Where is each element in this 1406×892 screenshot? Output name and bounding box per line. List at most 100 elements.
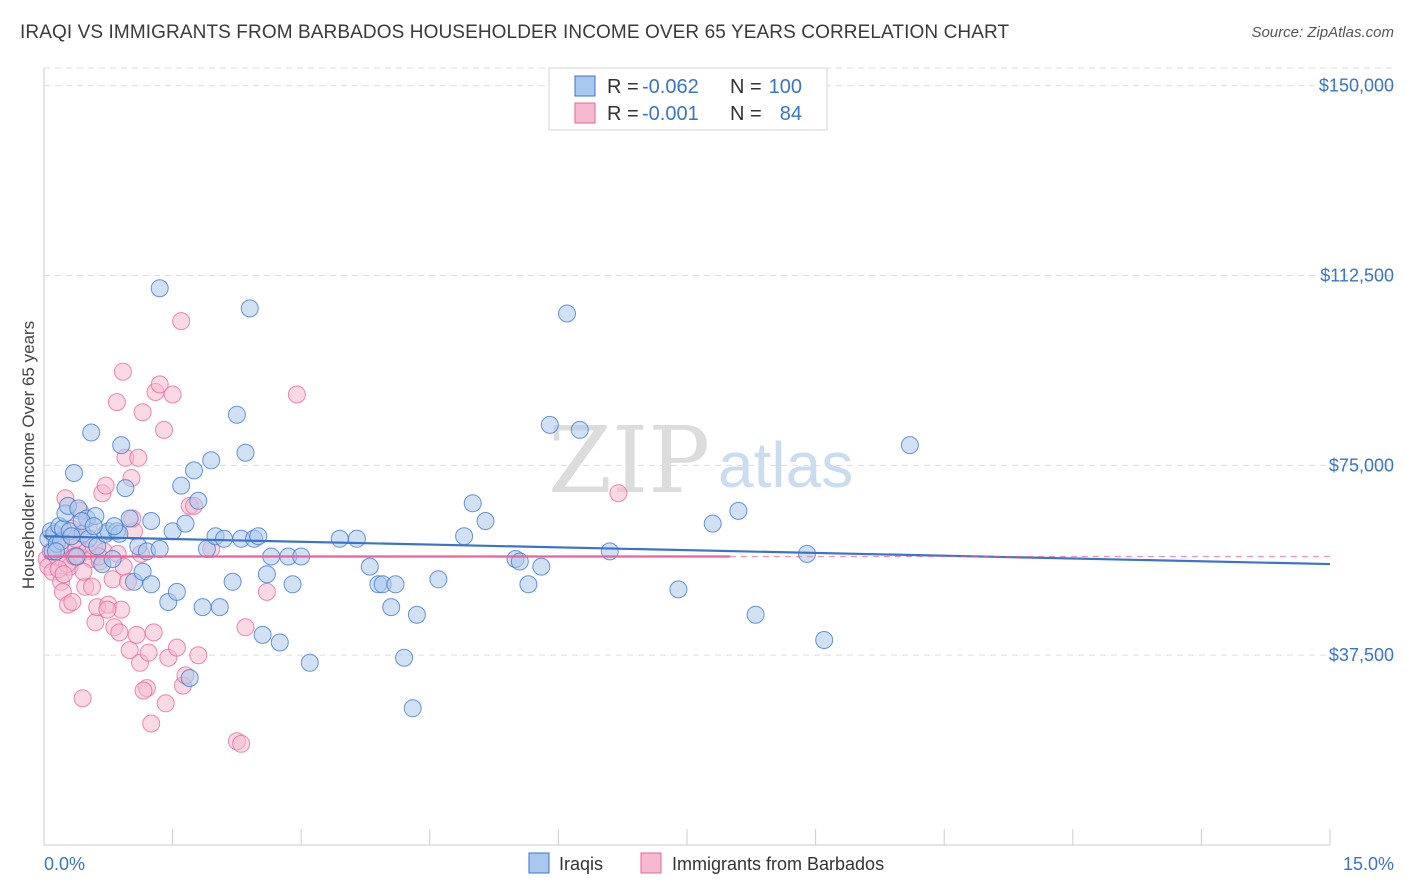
x-tick-label-min: 0.0% bbox=[44, 854, 85, 874]
iraqi-point bbox=[133, 562, 152, 581]
barbados-point bbox=[96, 476, 115, 495]
barbados-point bbox=[86, 613, 105, 632]
y-tick-label: $150,000 bbox=[1319, 76, 1394, 96]
iraqi-point bbox=[463, 494, 482, 513]
iraqi-point bbox=[249, 527, 268, 546]
iraqi-point bbox=[669, 580, 688, 599]
barbados-point bbox=[257, 582, 276, 601]
barbados-point bbox=[144, 623, 163, 642]
iraqi-point bbox=[558, 304, 576, 323]
barbados-point bbox=[142, 714, 161, 733]
y-tick-label: $75,000 bbox=[1329, 455, 1394, 475]
iraqi-point bbox=[142, 575, 161, 594]
trend-lines bbox=[43, 535, 1331, 566]
iraqi-point bbox=[167, 582, 186, 601]
barbados-point bbox=[189, 646, 208, 665]
iraqi-point bbox=[746, 605, 765, 624]
iraqi-point bbox=[403, 699, 422, 718]
barbados-point bbox=[172, 312, 191, 331]
iraqi-point bbox=[180, 669, 199, 687]
barbados-point bbox=[73, 689, 92, 708]
watermark: ZIP atlas bbox=[548, 407, 853, 514]
iraqi-point bbox=[532, 557, 551, 576]
iraqi-point bbox=[407, 605, 426, 624]
iraqi-point bbox=[455, 527, 474, 546]
barbados-point bbox=[236, 618, 255, 637]
barbados-point bbox=[98, 600, 117, 619]
legend-n-value-2: 84 bbox=[780, 103, 802, 125]
barbados-point bbox=[107, 393, 126, 412]
bottom-legend-swatch-barbados bbox=[640, 852, 662, 874]
iraqi-point bbox=[223, 572, 242, 591]
iraqi-point bbox=[703, 514, 722, 533]
iraqi-point bbox=[82, 423, 101, 442]
iraqi-point bbox=[176, 514, 195, 533]
trend-line-iraqis bbox=[43, 535, 1331, 566]
iraqi-point bbox=[729, 501, 748, 520]
iraqi-point bbox=[227, 405, 246, 424]
iraqi-point bbox=[429, 570, 448, 589]
iraqi-point bbox=[142, 512, 161, 530]
y-tick-label: $112,500 bbox=[1320, 266, 1394, 286]
legend-r-label-2: R = bbox=[607, 103, 639, 125]
legend-r-value-2: -0.001 bbox=[642, 103, 699, 125]
iraqi-point bbox=[112, 436, 131, 455]
iraqi-point bbox=[815, 631, 834, 649]
iraqi-point bbox=[900, 436, 919, 455]
iraqi-point bbox=[65, 464, 83, 482]
iraqi-point bbox=[395, 648, 414, 667]
x-axis-ticks bbox=[172, 829, 1331, 845]
barbados-point bbox=[133, 403, 152, 422]
iraqi-point bbox=[103, 550, 122, 568]
iraqi-point bbox=[540, 415, 559, 434]
barbados-point bbox=[167, 638, 186, 657]
y-axis-label: Householder Income Over 65 years bbox=[19, 321, 38, 589]
legend-n-label-1: N = bbox=[730, 76, 762, 98]
iraqi-point bbox=[172, 476, 191, 495]
iraqi-point bbox=[570, 420, 589, 439]
x-tick-label-max: 15.0% bbox=[1343, 854, 1394, 874]
iraqi-point bbox=[347, 529, 366, 548]
barbados-point bbox=[127, 625, 146, 644]
chart-title: IRAQI VS IMMIGRANTS FROM BARBADOS HOUSEH… bbox=[20, 22, 1010, 43]
bottom-legend-label-barbados: Immigrants from Barbados bbox=[672, 854, 884, 874]
y-axis-tick-labels: $37,500 $75,000 $112,500 $150,000 bbox=[1319, 76, 1394, 665]
iraqi-point bbox=[210, 598, 229, 617]
legend-n-value-1: 100 bbox=[769, 76, 802, 98]
iraqi-point bbox=[185, 461, 203, 480]
barbados-point bbox=[150, 375, 169, 394]
iraqi-point bbox=[215, 529, 233, 548]
iraqi-point bbox=[84, 517, 103, 536]
barbados-point bbox=[134, 681, 153, 700]
legend-swatch-barbados bbox=[574, 102, 596, 124]
legend-swatch-iraqis bbox=[574, 75, 596, 97]
series-legend: Iraqis Immigrants from Barbados bbox=[528, 852, 884, 874]
barbados-point bbox=[163, 385, 182, 404]
iraqi-point bbox=[105, 517, 124, 536]
iraqi-point bbox=[120, 509, 139, 528]
barbados-point bbox=[110, 623, 129, 642]
legend-r-label-1: R = bbox=[607, 76, 639, 98]
bottom-legend-swatch-iraqis bbox=[528, 852, 550, 874]
iraqi-point bbox=[193, 598, 212, 617]
barbados-point bbox=[74, 562, 93, 581]
barbados-point bbox=[139, 643, 158, 662]
iraqi-point bbox=[253, 625, 272, 644]
correlation-legend: R = -0.062 N = 100 R = -0.001 N = 84 bbox=[548, 67, 828, 131]
legend-r-value-1: -0.062 bbox=[642, 76, 699, 98]
chart-source: Source: ZipAtlas.com bbox=[1251, 24, 1394, 41]
iraqi-point bbox=[382, 598, 401, 617]
barbados-point bbox=[113, 362, 132, 381]
gridlines bbox=[44, 67, 1394, 656]
iraqi-point bbox=[283, 575, 302, 594]
bottom-legend-label-iraqis: Iraqis bbox=[559, 854, 603, 874]
iraqi-point bbox=[300, 653, 319, 672]
iraqi-point bbox=[240, 299, 259, 318]
iraqi-point bbox=[257, 565, 276, 584]
barbados-point bbox=[120, 641, 139, 660]
barbados-point bbox=[156, 694, 175, 713]
barbados-point bbox=[83, 577, 101, 596]
iraqi-point bbox=[386, 575, 405, 594]
barbados-point bbox=[287, 385, 306, 404]
